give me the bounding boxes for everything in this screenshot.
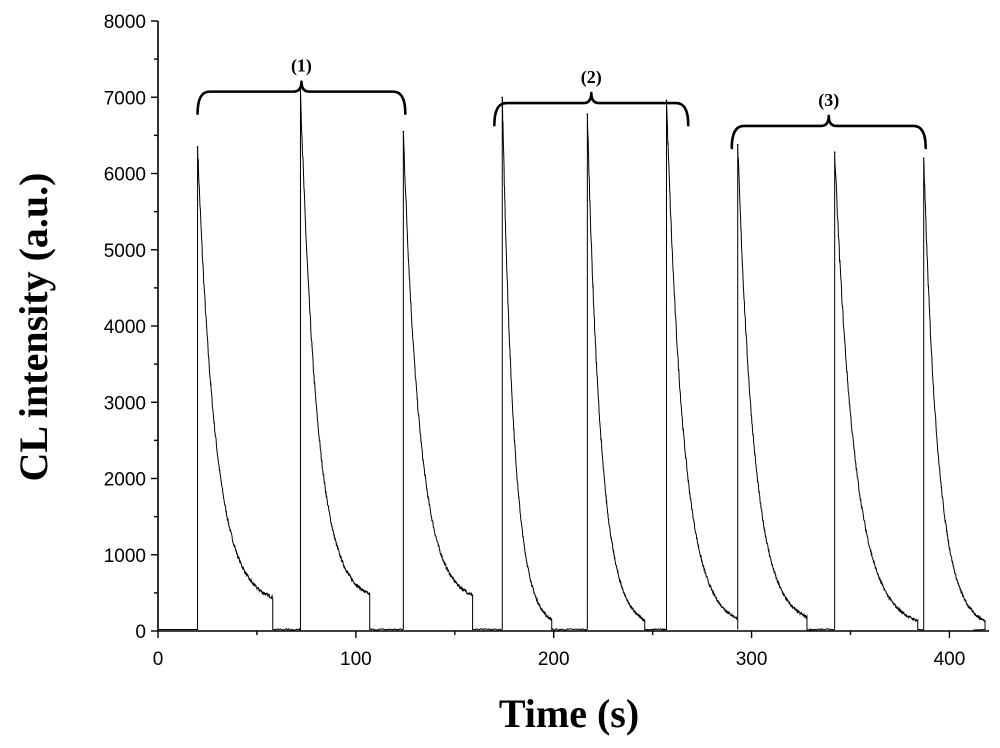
peak-point (586, 113, 589, 115)
x-tick-label: 400 (934, 649, 966, 670)
group-label: (2) (581, 67, 602, 88)
y-tick-label: 3000 (104, 393, 146, 414)
y-tick-label: 7000 (104, 88, 146, 109)
y-tick-label: 2000 (104, 470, 146, 491)
group-annotations: (1) (2) (3) (196, 56, 927, 150)
peak-point (402, 130, 405, 133)
x-tick-label: 300 (736, 649, 768, 670)
peak-point (833, 151, 836, 153)
peak-point (922, 157, 925, 160)
x-tick-label: 0 (153, 649, 164, 670)
y-tick-label: 6000 (104, 165, 146, 186)
y-tick-label: 0 (135, 622, 146, 643)
peak-point (196, 146, 199, 148)
y-tick-label: 1000 (104, 546, 146, 567)
axis-frame (157, 21, 989, 632)
y-tick-label: 4000 (104, 317, 146, 338)
x-axis-ticks: 0 100 200 300 400 (153, 631, 966, 670)
axes (157, 21, 989, 632)
signal-series (158, 88, 986, 632)
cl-signal-line (158, 89, 986, 632)
group-bracket (196, 80, 407, 115)
group-bracket (493, 91, 690, 127)
x-tick-label: 200 (538, 649, 570, 670)
group-label: (1) (291, 56, 312, 77)
y-tick-label: 8000 (104, 12, 146, 33)
peak-point (736, 143, 739, 146)
group-bracket (730, 114, 927, 150)
y-tick-label: 5000 (104, 241, 146, 262)
x-tick-label: 100 (340, 649, 372, 670)
peak-point (501, 96, 504, 99)
group-label: (3) (818, 90, 839, 111)
y-axis-title: CL intensity (a.u.) (11, 173, 56, 482)
peak-point (665, 99, 668, 102)
y-axis-ticks: 0 1000 2000 3000 4000 5000 6000 7000 8000 (104, 12, 158, 643)
x-axis-title: Time (s) (499, 691, 639, 736)
